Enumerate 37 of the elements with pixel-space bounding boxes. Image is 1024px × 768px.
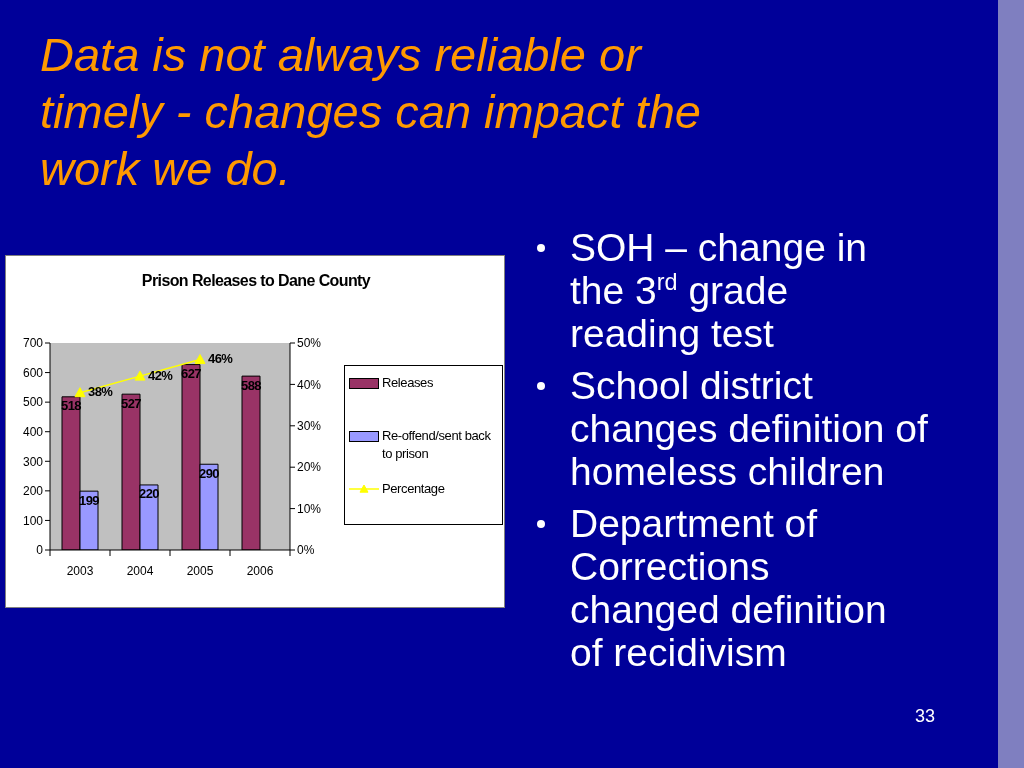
data-label: 527 xyxy=(121,395,142,411)
y2-tick-label: 50% xyxy=(297,336,322,351)
point xyxy=(134,370,146,381)
data-label: 38% xyxy=(88,384,114,400)
y2-tick-label: 40% xyxy=(297,377,322,392)
legend-label: Releases xyxy=(382,374,433,392)
point xyxy=(194,354,206,365)
x-tick-label: 2006 xyxy=(246,564,274,579)
x-tick-label: 2005 xyxy=(186,564,214,579)
text: Department of Corrections changed definition of recidivism xyxy=(570,502,888,674)
y-tick-label: 200 xyxy=(22,484,44,499)
point xyxy=(74,387,86,398)
x-tick-label: 2003 xyxy=(66,564,94,579)
chart-title: Prison Releases to Dane County xyxy=(140,272,372,290)
y2-tick-label: 30% xyxy=(297,419,322,434)
y2-tick-label: 10% xyxy=(297,501,322,516)
y-tick-label: 100 xyxy=(22,513,44,528)
legend-label: Percentage xyxy=(382,480,445,498)
y-tick-label: 400 xyxy=(22,424,44,439)
y-tick-label: 0 xyxy=(36,543,44,558)
text: 33 xyxy=(914,706,936,727)
legend-label: Re-offend/sent back to prison xyxy=(382,427,492,463)
y2-tick-label: 20% xyxy=(297,460,322,475)
data-label: 588 xyxy=(241,377,262,393)
data-label: 42% xyxy=(148,367,174,383)
data-label: 46% xyxy=(208,351,234,366)
x-tick-label: 2004 xyxy=(126,564,154,579)
y2-tick-label: 0% xyxy=(297,543,315,558)
y-tick-label: 600 xyxy=(22,365,44,380)
data-label: 518 xyxy=(61,398,82,414)
text: School district changes definition of homeless children xyxy=(570,364,929,493)
text: Data is not always reliable or timely - changes can impact the work we do. xyxy=(40,27,702,197)
y-tick-label: 700 xyxy=(22,336,44,351)
y-tick-label: 500 xyxy=(22,395,44,410)
data-label: 627 xyxy=(181,366,202,382)
y-tick-label: 300 xyxy=(22,454,44,469)
text: SOH – change in the 3$^{rd}$ grade reading test xyxy=(570,226,868,355)
